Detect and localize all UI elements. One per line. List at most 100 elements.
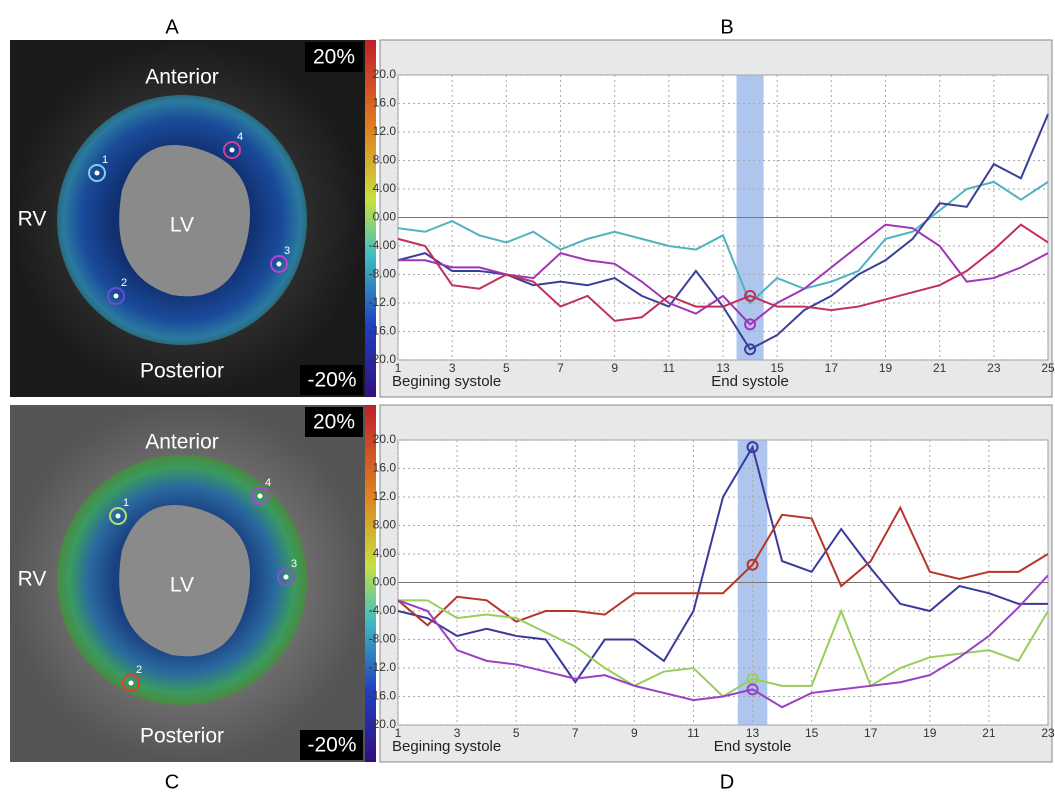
image-label: Anterior [145,66,219,89]
image-label: LV [170,574,194,597]
highlight-marker [746,683,759,696]
roi-dot [276,261,282,267]
axis-note: End systole [714,738,792,755]
highlight-marker [744,318,757,331]
x-tick-label: 13 [746,726,760,740]
roi-dot [128,680,134,686]
roi-marker [122,674,140,692]
roi-marker [270,255,288,273]
x-tick-label: 25 [1041,361,1055,375]
min-box [300,365,363,395]
roi-dot [229,147,235,153]
lv-cavity [119,505,250,657]
max-box [305,407,363,437]
image-label: 20% [313,46,355,69]
y-tick-label: -12.0 [369,295,397,309]
x-tick-label: 9 [631,726,638,740]
image-label: Posterior [140,360,224,383]
max-box [305,42,363,72]
roi-label: 3 [291,558,297,570]
roi-marker [223,141,241,159]
y-tick-label: -4.00 [369,603,397,617]
y-tick-label: -16.0 [369,324,397,338]
y-tick-label: -12.0 [369,660,397,674]
y-tick-label: -16.0 [369,689,397,703]
min-box [300,730,363,760]
x-tick-label: 5 [513,726,520,740]
x-tick-label: 13 [716,361,730,375]
y-tick-label: 0.00 [373,575,397,589]
x-tick-label: 3 [449,361,456,375]
series-line [397,180,1049,305]
x-tick-label: 21 [982,726,996,740]
colorbar [365,405,376,762]
image-label: LV [170,214,194,237]
y-tick-label: 16.0 [373,96,397,110]
roi-label: 1 [102,154,108,166]
roi-label: 3 [284,245,290,257]
x-tick-label: 21 [933,361,947,375]
roi-dot [257,493,263,499]
highlight-marker [746,558,759,571]
y-tick-label: -20.0 [369,717,397,731]
x-tick-label: 5 [503,361,510,375]
image-label: RV [18,568,47,591]
roi-dot [115,513,121,519]
highlight-marker [744,289,757,302]
series-line [397,574,1049,709]
x-tick-label: 11 [663,361,676,375]
roi-dot [94,170,100,176]
image-label: -20% [307,369,356,392]
y-tick-label: 0.00 [373,210,397,224]
highlight-marker [744,343,757,356]
image-label: Anterior [145,431,219,454]
y-tick-label: 12.0 [373,124,397,138]
y-tick-label: 16.0 [373,461,397,475]
x-tick-label: 15 [805,726,819,740]
roi-dot [113,293,119,299]
roi-marker [107,287,125,305]
roi-marker [277,568,295,586]
axis-note: End systole [711,373,789,390]
x-tick-label: 1 [395,361,402,375]
image-label: -20% [307,734,356,757]
x-tick-label: 23 [1041,726,1055,740]
roi-dot [283,574,289,580]
x-tick-label: 11 [687,726,700,740]
roi-label: 4 [237,131,243,143]
series-line [397,505,1049,627]
colorbar [365,40,376,397]
y-tick-label: 12.0 [373,489,397,503]
roi-label: 2 [121,277,127,289]
x-tick-label: 23 [987,361,1001,375]
x-tick-label: 7 [572,726,579,740]
y-tick-label: -8.00 [369,632,397,646]
highlight-marker [746,441,759,454]
image-label: RV [18,208,47,231]
image-label: 20% [313,411,355,434]
roi-marker [109,507,127,525]
roi-label: 4 [265,477,271,489]
y-tick-label: 20.0 [373,67,397,81]
y-tick-label: -20.0 [369,352,397,366]
x-tick-label: 19 [879,361,893,375]
x-tick-label: 7 [557,361,564,375]
y-tick-label: 4.00 [373,181,397,195]
roi-label: 2 [136,664,142,676]
series-line [397,223,1049,322]
x-tick-label: 17 [825,361,839,375]
x-tick-label: 15 [770,361,784,375]
y-tick-label: 8.00 [373,518,397,532]
x-tick-label: 1 [395,726,402,740]
panel-label: B [720,16,733,38]
x-tick-label: 17 [864,726,878,740]
y-tick-label: -4.00 [369,238,397,252]
axis-note: Begining systole [392,373,501,390]
roi-marker [88,164,106,182]
y-tick-label: 20.0 [373,432,397,446]
x-tick-label: 3 [454,726,461,740]
panel-label: A [165,16,179,38]
y-tick-label: -8.00 [369,267,397,281]
